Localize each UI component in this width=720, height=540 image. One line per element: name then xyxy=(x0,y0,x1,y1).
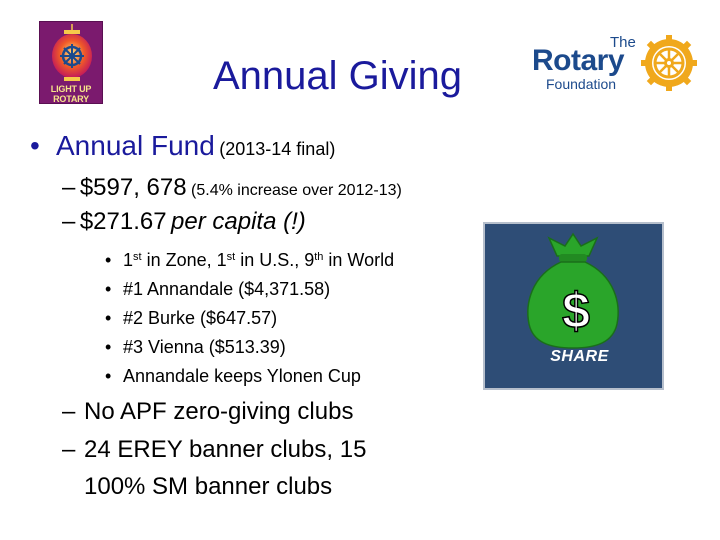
logo-foundation: Foundation xyxy=(546,76,617,92)
bullet-marker: • xyxy=(30,130,40,161)
annual-fund-note: (2013-14 final) xyxy=(219,139,336,159)
bullet-marker: • xyxy=(105,279,112,299)
per-capita-text: per capita (!) xyxy=(171,208,306,235)
slide-title: Annual Giving xyxy=(213,54,463,98)
bullet-marker: • xyxy=(105,250,112,270)
cup-text: Annandale keeps Ylonen Cup xyxy=(123,366,361,386)
sm-banner-text: 100% SM banner clubs xyxy=(84,473,333,500)
list-item: • Annandale keeps Ylonen Cup xyxy=(105,364,361,388)
light-up-rotary-logo: LIGHT UP ROTARY xyxy=(39,21,103,104)
dash-marker: – xyxy=(62,436,76,463)
sub-bullet-apf: – No APF zero-giving clubs xyxy=(62,393,353,430)
club-rank-text: #1 Annandale ($4,371.58) xyxy=(123,279,331,299)
club-rank-text: #3 Vienna ($513.39) xyxy=(123,337,286,357)
bullet-marker: • xyxy=(105,337,112,357)
logo-the: The xyxy=(610,34,636,51)
list-item: • 1st in Zone, 1st in U.S., 9th in World xyxy=(105,248,394,272)
logo-rotary: Rotary xyxy=(532,44,625,77)
dollar-sign: $ xyxy=(562,283,590,339)
sub-bullet-total: – $597, 678 (5.4% increase over 2012-13) xyxy=(62,171,402,208)
total-note: (5.4% increase over 2012-13) xyxy=(191,182,402,199)
list-item: • #1 Annandale ($4,371.58) xyxy=(105,277,330,301)
list-item: • #3 Vienna ($513.39) xyxy=(105,335,286,359)
erey-text: 24 EREY banner clubs, 15 xyxy=(84,436,367,463)
lantern-icon xyxy=(40,22,102,103)
sub-bullet-erey-continued: 100% SM banner clubs xyxy=(62,468,332,505)
dash-marker: – xyxy=(62,208,76,235)
share-money-bag-image: $ SHARE xyxy=(483,222,664,390)
sub-bullet-erey: –24 EREY banner clubs, 15 xyxy=(62,431,366,468)
bullet-annual-fund: • Annual Fund (2013-14 final) xyxy=(30,126,335,171)
dash-marker: – xyxy=(62,174,76,201)
share-label: SHARE xyxy=(550,348,609,365)
rank-text: 1st in Zone, 1st in U.S., 9th in World xyxy=(123,250,395,270)
sub-bullet-per-capita: – $271.67 per capita (!) xyxy=(62,205,306,242)
per-capita-amount: $271.67 xyxy=(79,208,167,235)
logo-line-light-up: LIGHT UP xyxy=(50,84,92,94)
total-amount: $597, 678 xyxy=(79,174,187,201)
dash-marker: – xyxy=(62,398,76,425)
rotary-wheel-icon xyxy=(641,35,697,91)
annual-fund-label: Annual Fund xyxy=(56,130,215,161)
logo-line-rotary: ROTARY xyxy=(53,94,89,104)
apf-text: No APF zero-giving clubs xyxy=(84,398,354,425)
list-item: • #2 Burke ($647.57) xyxy=(105,306,277,330)
bullet-marker: • xyxy=(105,366,112,386)
rotary-foundation-logo: The Rotary Foundation xyxy=(532,32,702,92)
bullet-marker: • xyxy=(105,308,112,328)
money-bag-icon: $ xyxy=(527,232,619,349)
club-rank-text: #2 Burke ($647.57) xyxy=(123,308,278,328)
